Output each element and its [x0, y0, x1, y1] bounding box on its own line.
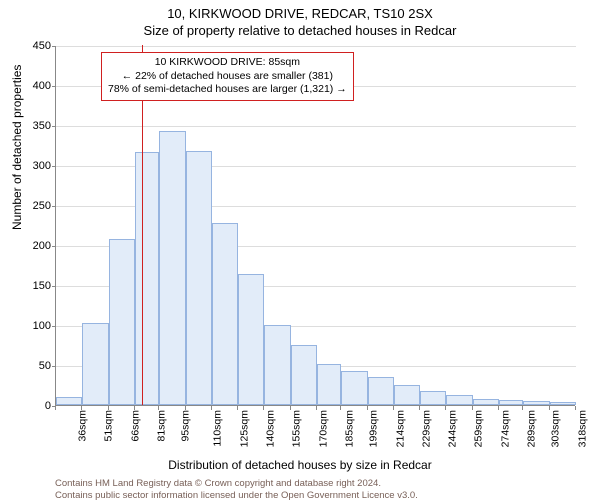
ytick-label: 300 [33, 160, 51, 172]
xtick-mark [290, 406, 291, 410]
ytick-mark [52, 86, 56, 87]
xtick-mark [549, 406, 550, 410]
histogram-bar [420, 391, 446, 405]
xtick-label: 81sqm [155, 410, 167, 442]
ytick-mark [52, 126, 56, 127]
gridline [56, 46, 576, 47]
xtick-mark [340, 406, 341, 410]
ytick-mark [52, 166, 56, 167]
histogram-bar [212, 223, 238, 405]
xtick-mark [237, 406, 238, 410]
histogram-bar [317, 364, 342, 405]
histogram-bar [473, 399, 499, 405]
xtick-label: 199sqm [368, 410, 380, 447]
xtick-mark [393, 406, 394, 410]
y-axis-label: Number of detached properties [10, 65, 24, 230]
histogram-bar [368, 377, 394, 405]
histogram-bar [394, 385, 420, 405]
histogram-bar [186, 151, 212, 405]
ytick-label: 100 [33, 320, 51, 332]
xtick-label: 214sqm [394, 410, 406, 447]
xtick-mark [367, 406, 368, 410]
xtick-label: 140sqm [264, 410, 276, 447]
footer-attribution: Contains HM Land Registry data © Crown c… [55, 478, 600, 500]
ytick-mark [52, 326, 56, 327]
histogram-bar [135, 152, 160, 405]
xtick-mark [472, 406, 473, 410]
ytick-label: 0 [45, 400, 51, 412]
annotation-line-1: 10 KIRKWOOD DRIVE: 85sqm [108, 56, 347, 70]
histogram-bar [264, 325, 290, 405]
xtick-mark [55, 406, 56, 410]
xtick-mark [263, 406, 264, 410]
xtick-mark [108, 406, 109, 410]
histogram-bar [446, 395, 472, 405]
histogram-bar [523, 401, 549, 405]
xtick-label: 66sqm [129, 410, 141, 442]
xtick-label: 259sqm [473, 410, 485, 447]
chart-area: 10 KIRKWOOD DRIVE: 85sqm ← 22% of detach… [55, 46, 575, 406]
xtick-label: 170sqm [317, 410, 329, 447]
histogram-bar [159, 131, 185, 405]
ytick-mark [52, 46, 56, 47]
histogram-bar [238, 274, 264, 405]
ytick-label: 250 [33, 200, 51, 212]
footer-line-2: Contains public sector information licen… [55, 490, 600, 500]
ytick-label: 400 [33, 80, 51, 92]
xtick-label: 185sqm [343, 410, 355, 447]
ytick-label: 200 [33, 240, 51, 252]
histogram-bar [499, 400, 524, 405]
histogram-bar [56, 397, 82, 405]
xtick-mark [158, 406, 159, 410]
xtick-label: 318sqm [576, 410, 588, 447]
xtick-label: 229sqm [420, 410, 432, 447]
xtick-label: 244sqm [447, 410, 459, 447]
histogram-bar [291, 345, 317, 405]
ytick-mark [52, 206, 56, 207]
xtick-mark [522, 406, 523, 410]
ytick-mark [52, 286, 56, 287]
xtick-label: 289sqm [525, 410, 537, 447]
histogram-bar [82, 323, 108, 405]
chart-title-line2: Size of property relative to detached ho… [0, 23, 600, 38]
xtick-label: 125sqm [238, 410, 250, 447]
histogram-bar [109, 239, 135, 405]
xtick-label: 303sqm [550, 410, 562, 447]
chart-title-line1: 10, KIRKWOOD DRIVE, REDCAR, TS10 2SX [0, 6, 600, 21]
xtick-mark [419, 406, 420, 410]
xtick-mark [81, 406, 82, 410]
annotation-line-3: 78% of semi-detached houses are larger (… [108, 83, 347, 97]
x-axis-label: Distribution of detached houses by size … [0, 458, 600, 472]
ytick-mark [52, 366, 56, 367]
ytick-label: 350 [33, 120, 51, 132]
xtick-label: 274sqm [499, 410, 511, 447]
xtick-mark [134, 406, 135, 410]
xtick-label: 155sqm [291, 410, 303, 447]
annotation-line-2: ← 22% of detached houses are smaller (38… [108, 70, 347, 84]
xtick-mark [211, 406, 212, 410]
xtick-mark [316, 406, 317, 410]
footer-line-1: Contains HM Land Registry data © Crown c… [55, 478, 600, 490]
xtick-mark [498, 406, 499, 410]
xtick-mark [575, 406, 576, 410]
ytick-label: 50 [39, 360, 51, 372]
xtick-mark [185, 406, 186, 410]
ytick-mark [52, 246, 56, 247]
xtick-label: 110sqm [211, 410, 223, 447]
xtick-label: 36sqm [77, 410, 89, 442]
xtick-label: 51sqm [103, 410, 115, 442]
ytick-label: 150 [33, 280, 51, 292]
histogram-bar [550, 402, 576, 405]
histogram-bar [341, 371, 367, 405]
ytick-label: 450 [33, 40, 51, 52]
xtick-label: 95sqm [180, 410, 192, 442]
property-annotation-box: 10 KIRKWOOD DRIVE: 85sqm ← 22% of detach… [101, 52, 354, 101]
xtick-mark [445, 406, 446, 410]
gridline [56, 126, 576, 127]
